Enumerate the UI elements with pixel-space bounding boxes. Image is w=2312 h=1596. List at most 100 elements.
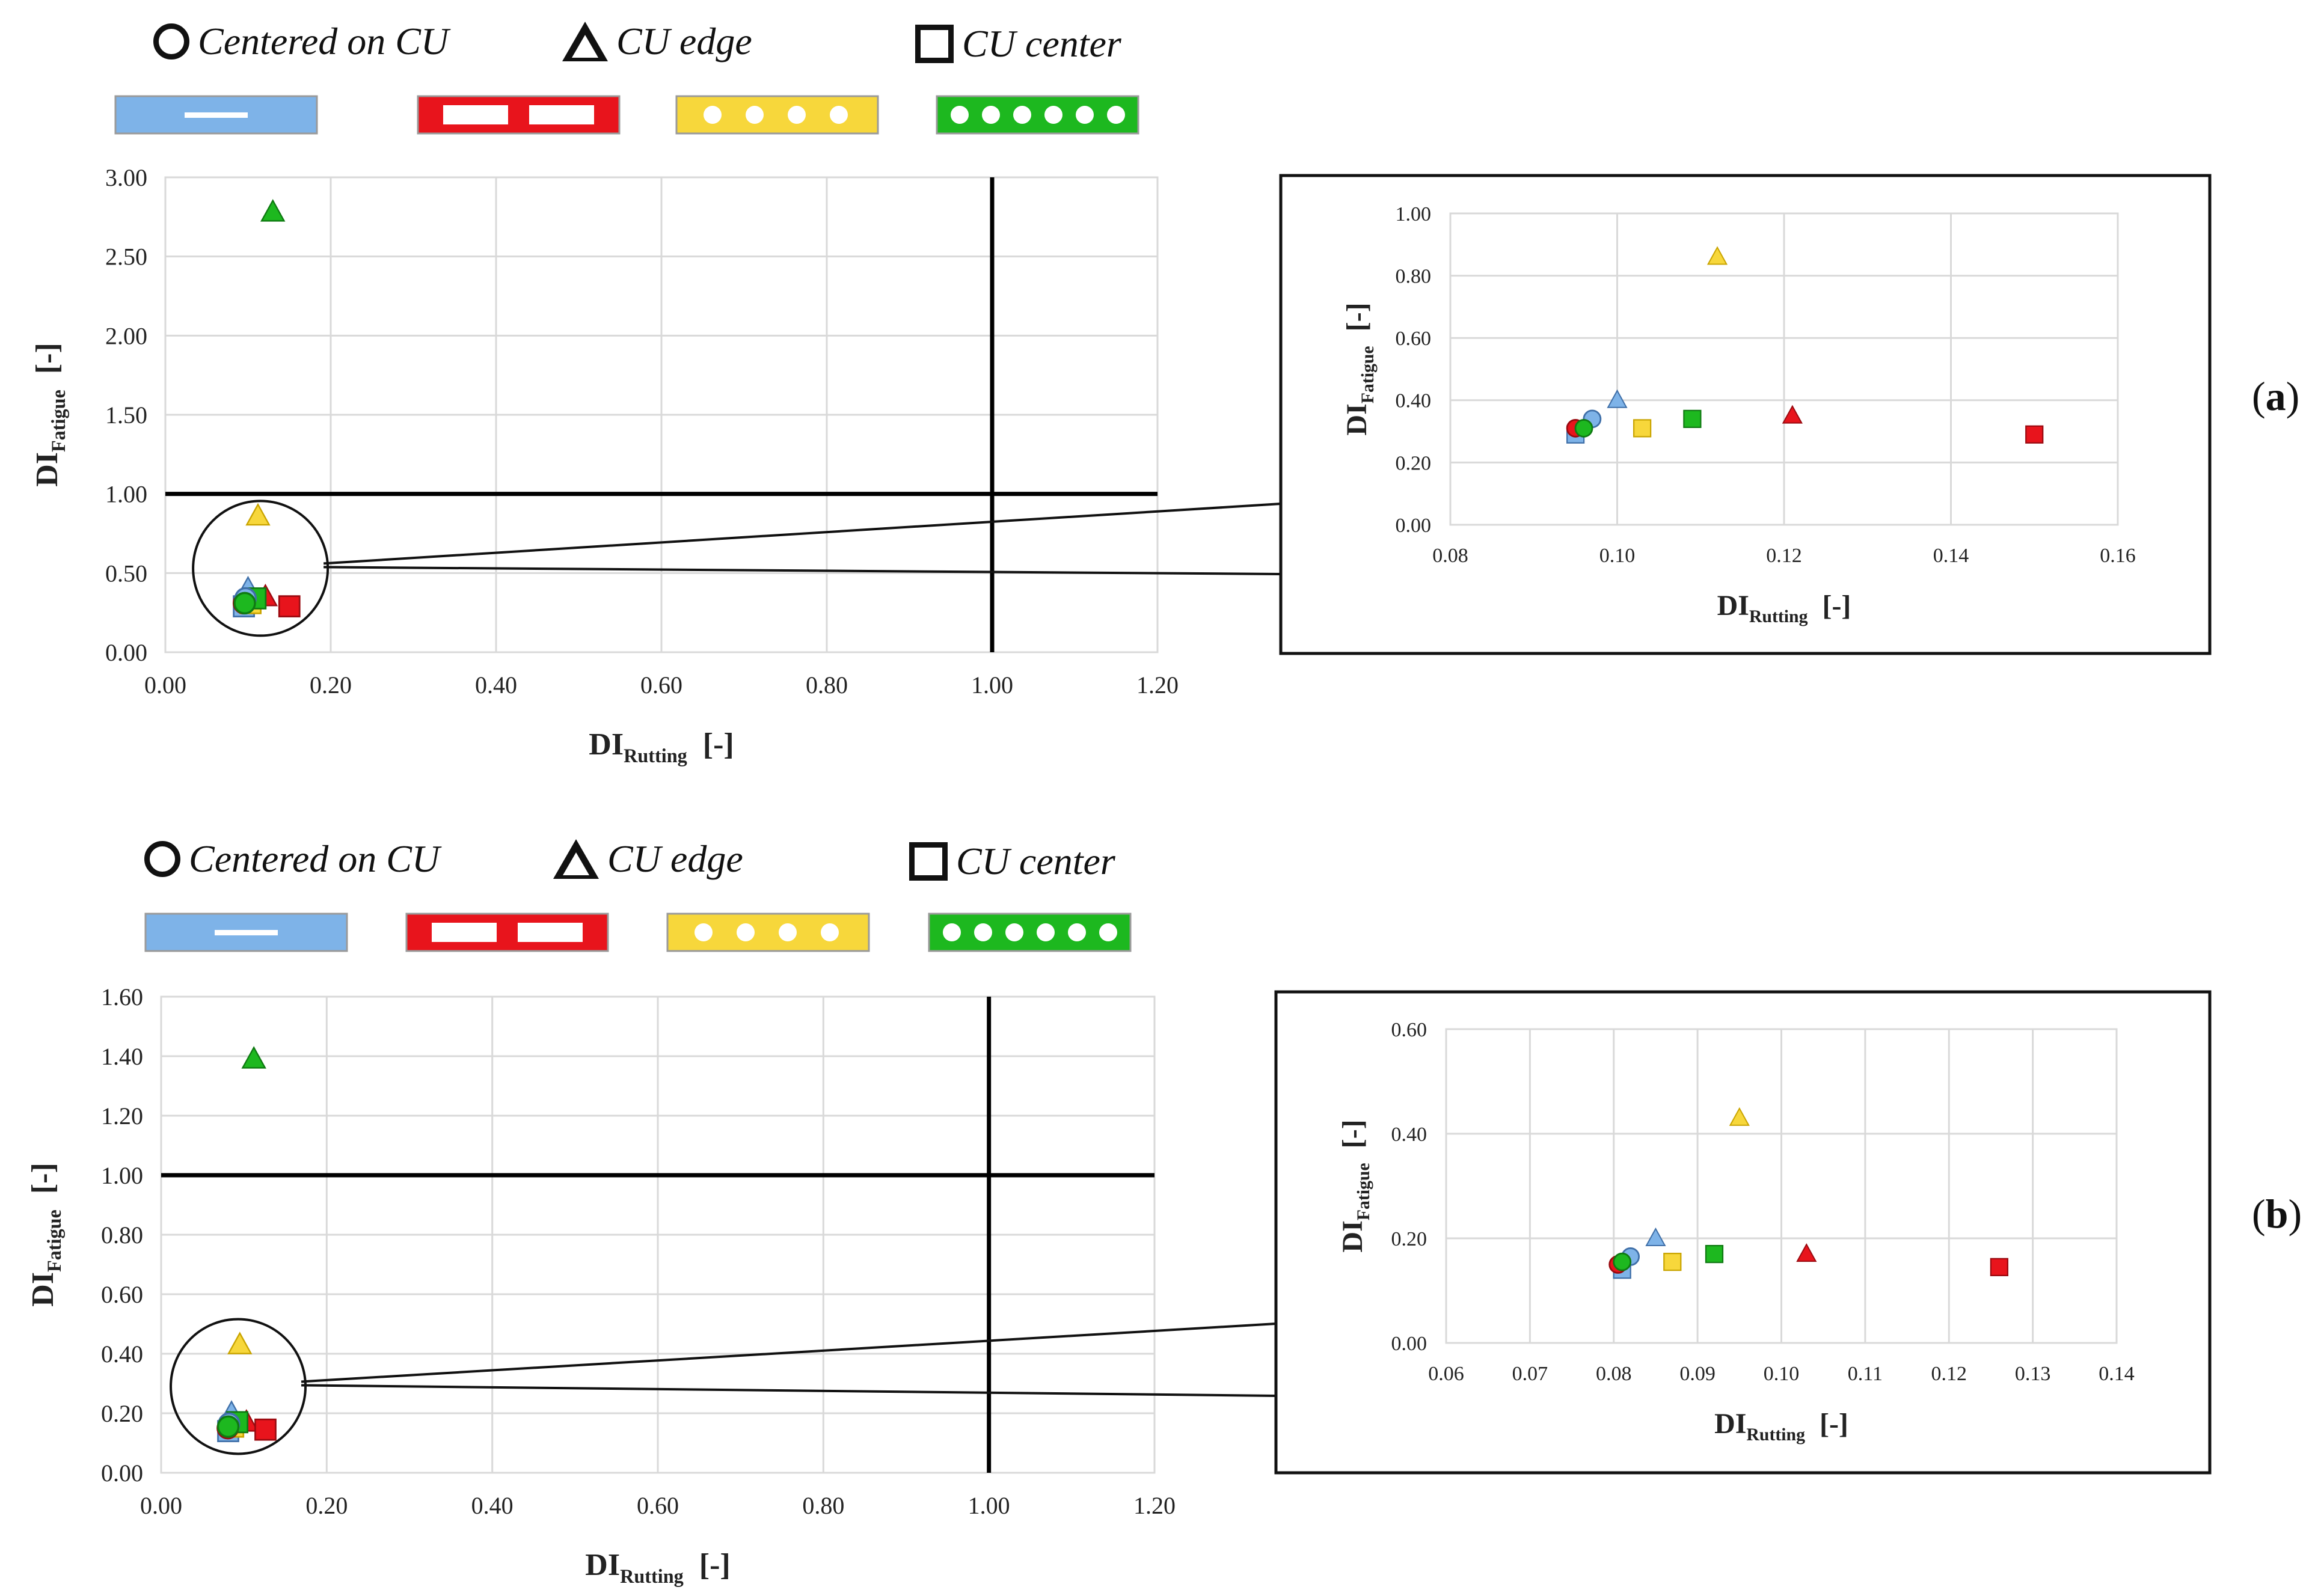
y-tick-label: 1.40	[101, 1043, 143, 1070]
open-triangle-icon	[553, 839, 599, 879]
hole-green	[982, 106, 1000, 124]
hole-green	[1068, 923, 1086, 941]
marker-triangle-blue	[1645, 1227, 1666, 1246]
x-tick-label: 0.00	[140, 1492, 182, 1519]
hole-green	[1107, 106, 1125, 124]
y-tick-label: 0.80	[101, 1221, 143, 1249]
y-tick-label: 0.00	[1396, 515, 1432, 537]
plot-area	[1445, 1028, 2118, 1344]
slot-blue	[185, 112, 248, 118]
marker-triangle-yellow	[227, 1332, 253, 1354]
config-swatches	[114, 95, 1139, 952]
y-tick-label: 3.00	[105, 164, 147, 191]
y-tick-label: 1.60	[101, 983, 143, 1010]
y-tick-label: 0.40	[101, 1341, 143, 1368]
marker-square-red	[1990, 1258, 2008, 1276]
zoom-connector-line	[301, 1322, 1277, 1383]
legend-centered-label: Centered on CU	[189, 837, 440, 880]
hole-yellow	[695, 923, 713, 941]
hole-yellow	[830, 106, 848, 124]
marker-triangle-red	[1796, 1243, 1817, 1262]
x-tick-label: 0.16	[2100, 545, 2136, 567]
plot-area	[164, 176, 1159, 653]
legend-centered-b: Centered on CU	[144, 837, 440, 881]
x-tick-label: 1.00	[968, 1492, 1010, 1519]
y-axis-title: DIFatigue [-]	[1341, 302, 1378, 435]
x-axis-title: DIRutting [-]	[1714, 1408, 1848, 1445]
x-axis-title: DIRutting [-]	[1717, 590, 1851, 626]
open-square-icon	[909, 842, 948, 881]
y-tick-label: 0.60	[1391, 1019, 1427, 1041]
x-tick-label: 0.60	[640, 671, 682, 699]
slot-red	[443, 105, 508, 124]
slot-red	[518, 923, 583, 942]
hole-green	[1044, 106, 1062, 124]
open-square-icon	[915, 25, 954, 63]
x-tick-label: 0.00	[144, 671, 186, 699]
x-tick-label: 0.13	[2015, 1363, 2051, 1385]
legend-edge-label: CU edge	[607, 837, 743, 880]
marker-triangle-yellow	[245, 503, 271, 526]
x-tick-label: 0.20	[305, 1492, 348, 1519]
hole-green	[943, 923, 961, 941]
y-tick-label: 0.00	[101, 1460, 143, 1487]
legend-center-label: CU center	[956, 840, 1115, 882]
open-triangle-icon	[562, 22, 608, 61]
y-tick-label: 1.00	[1396, 203, 1432, 225]
marker-triangle-red	[1782, 405, 1803, 424]
marker-triangle-green	[260, 199, 286, 222]
x-axis-title: DIRutting [-]	[585, 1548, 730, 1587]
legend-edge-b: CU edge	[553, 837, 743, 881]
inset-frame	[1279, 174, 2212, 655]
x-tick-label: 0.40	[471, 1492, 514, 1519]
x-tick-label: 0.11	[1848, 1363, 1883, 1385]
x-tick-label: 1.20	[1136, 671, 1179, 699]
legend-edge-label: CU edge	[616, 20, 752, 63]
y-tick-label: 0.80	[1396, 266, 1432, 288]
hole-green	[1005, 923, 1023, 941]
slot-red	[529, 105, 594, 124]
plot-area	[160, 995, 1156, 1474]
marker-circle-green	[216, 1415, 240, 1438]
slot-red	[432, 923, 497, 942]
marker-triangle-yellow	[1729, 1107, 1750, 1126]
y-axis-label: DIFatigue [-]	[1341, 302, 1378, 435]
y-tick-label: 0.50	[105, 560, 147, 587]
hole-yellow	[746, 106, 764, 124]
hole-green	[1076, 106, 1094, 124]
x-tick-label: 0.80	[806, 671, 848, 699]
y-tick-label: 1.00	[101, 1162, 143, 1189]
legend-center-b: CU center	[909, 839, 1115, 884]
hole-green	[974, 923, 992, 941]
hole-yellow	[737, 923, 755, 941]
x-tick-label: 0.08	[1432, 545, 1468, 567]
x-tick-label: 0.08	[1596, 1363, 1632, 1385]
x-tick-label: 0.20	[310, 671, 352, 699]
zoom-connector-line	[301, 1384, 1277, 1397]
slot-blue	[215, 930, 278, 935]
x-tick-label: 0.60	[637, 1492, 679, 1519]
legend-center-a: CU center	[915, 22, 1121, 66]
x-axis-label: DIRutting [-]	[589, 727, 734, 766]
zoom-connector-line	[323, 566, 1281, 575]
y-axis-label: DIFatigue [-]	[26, 1163, 65, 1307]
x-tick-label: 0.07	[1512, 1363, 1548, 1385]
chart-a-inset: 0.08 0.10 0.12 0.14 0.16 0.00 0.20 0.40 0.60 0.80…	[1279, 174, 2212, 655]
marker-square-green	[1683, 409, 1702, 429]
legend-center-label: CU center	[962, 22, 1121, 65]
x-tick-label: 0.14	[1933, 545, 1969, 567]
marker-triangle-green	[241, 1046, 266, 1069]
y-tick-label: 0.60	[1396, 328, 1432, 350]
hole-green	[1099, 923, 1117, 941]
y-tick-label: 1.50	[105, 402, 147, 429]
x-tick-label: 1.00	[971, 671, 1013, 699]
hole-green	[1013, 106, 1031, 124]
zoom-connector-line	[323, 503, 1281, 565]
chart-a-main: 0.00 0.20 0.40 0.60 0.80 1.00 1.20 0.00 0.50 1.00…	[30, 164, 1281, 766]
x-tick-label: 1.20	[1133, 1492, 1176, 1519]
chart-b-main: 0.00 0.20 0.40 0.60 0.80 1.00 1.20 0.00 0.20 0.40…	[26, 983, 1277, 1587]
legend-edge-a: CU edge	[562, 19, 752, 64]
marker-square-green	[1705, 1244, 1724, 1264]
marker-square-red	[254, 1418, 277, 1441]
